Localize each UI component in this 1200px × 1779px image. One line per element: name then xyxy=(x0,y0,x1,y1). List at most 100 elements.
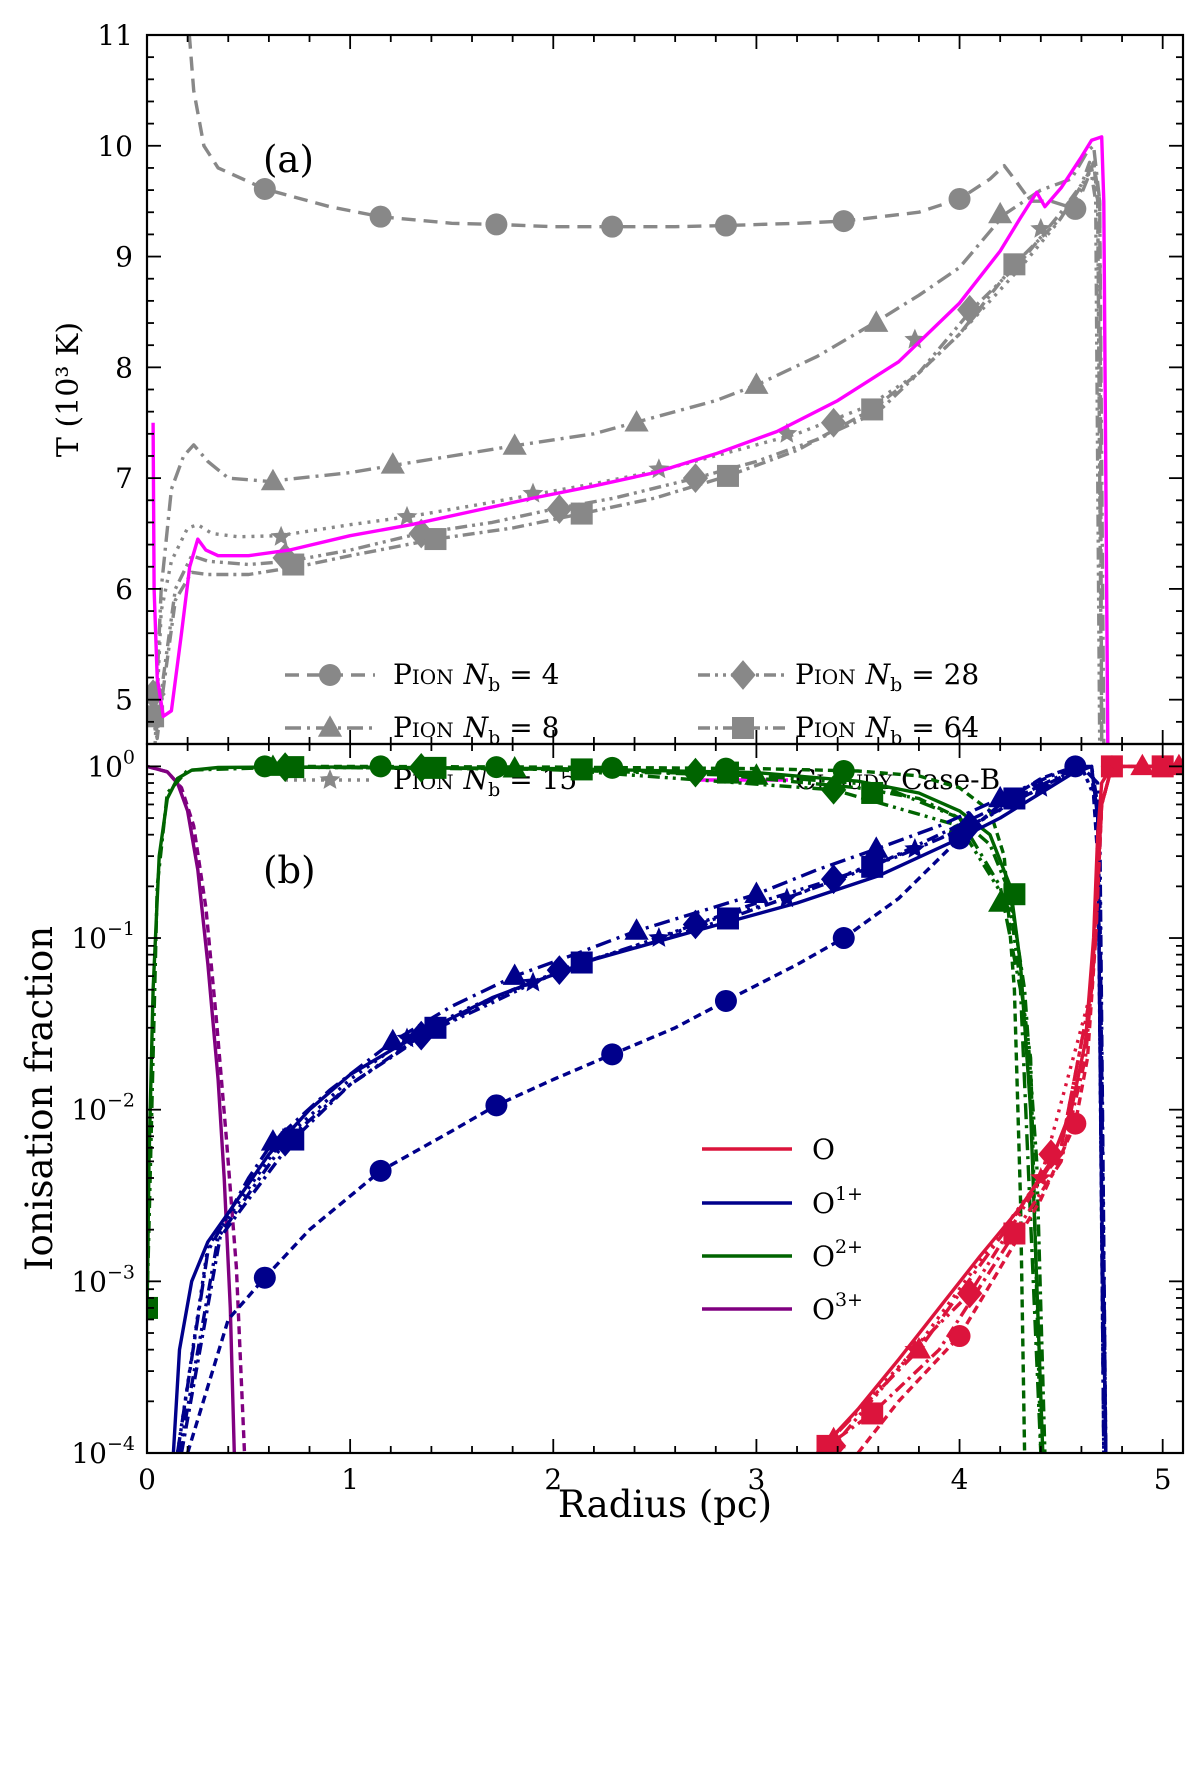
data-point-marker xyxy=(744,372,769,394)
data-point-marker xyxy=(369,1159,392,1182)
legend-label: O1+ xyxy=(812,1183,863,1220)
data-point-marker xyxy=(624,410,649,432)
legend-entry: Pion Nb = 64 xyxy=(698,711,979,749)
data-point-marker xyxy=(948,187,971,210)
plot-frame xyxy=(145,742,1185,1455)
data-point-marker xyxy=(408,753,434,783)
data-point-marker xyxy=(253,1266,276,1289)
y-tick-label: 10−4 xyxy=(71,1433,135,1470)
data-point-marker xyxy=(988,201,1013,224)
data-point-marker xyxy=(776,887,798,908)
data-point-marker xyxy=(864,836,889,858)
panel-b: 10−4 10−3 10−2 10−1 100 0 1 2 3 4 5 Ionisation frac… xyxy=(18,742,1185,1526)
data-point-marker xyxy=(988,890,1013,912)
data-point-marker xyxy=(1130,753,1155,776)
legend-marker xyxy=(732,717,754,739)
data-point-marker xyxy=(546,494,573,524)
data-point-marker xyxy=(570,502,593,525)
series-line xyxy=(179,764,1108,1453)
series-line xyxy=(149,160,1104,744)
series-line xyxy=(147,765,1047,1453)
data-point-marker xyxy=(864,310,889,332)
legend-label: Pion Nb = 28 xyxy=(795,658,979,696)
data-point-marker xyxy=(832,759,855,782)
data-point-marker xyxy=(270,525,292,546)
series-line xyxy=(187,35,1104,744)
data-point-marker xyxy=(957,1278,983,1309)
y-tick-label: 5 xyxy=(115,684,133,717)
series-5 xyxy=(151,135,1110,744)
legend-entry: O3+ xyxy=(702,1289,863,1326)
data-point-marker xyxy=(820,864,847,895)
data-point-marker xyxy=(820,1431,847,1453)
legend-label: Pion Nb = 64 xyxy=(795,711,979,749)
legend-entry: O2+ xyxy=(702,1236,863,1273)
x-tick-label: 2 xyxy=(544,1463,562,1496)
data-point-marker xyxy=(1064,197,1087,220)
legend-label: Pion Nb = 8 xyxy=(393,711,559,749)
x-tick-label: 3 xyxy=(747,1463,765,1496)
legend-marker xyxy=(319,664,341,686)
panel-label: (a) xyxy=(263,138,314,181)
data-point-marker xyxy=(716,464,739,487)
legend-entry: Pion Nb = 28 xyxy=(698,658,979,696)
series-line xyxy=(175,764,1106,1453)
series-line xyxy=(151,135,1110,744)
x-tick-label: 4 xyxy=(951,1463,969,1496)
data-point-marker xyxy=(714,214,737,237)
data-point-marker xyxy=(147,679,166,709)
data-point-marker xyxy=(369,205,392,228)
data-point-marker xyxy=(861,398,884,421)
data-point-marker xyxy=(380,452,405,474)
data-point-marker xyxy=(1166,753,1183,776)
data-point-marker xyxy=(260,468,286,491)
data-point-marker xyxy=(282,1128,305,1151)
data-point-marker xyxy=(1030,1167,1052,1187)
data-point-marker xyxy=(424,528,447,551)
series-line xyxy=(177,764,1106,1453)
legend-entry: Pion Nb = 4 xyxy=(285,658,559,696)
data-point-marker xyxy=(1038,1139,1064,1170)
data-point-marker xyxy=(1003,253,1026,276)
legend-label: O2+ xyxy=(812,1236,863,1273)
data-point-marker xyxy=(272,752,298,782)
series-13 xyxy=(816,764,1183,1453)
series-line xyxy=(147,764,247,1453)
series-1 xyxy=(153,144,1106,744)
data-point-marker xyxy=(1003,883,1026,906)
data-point-marker xyxy=(396,505,418,526)
y-tick-label: 8 xyxy=(115,351,133,384)
data-point-marker xyxy=(1003,787,1026,810)
data-point-marker xyxy=(1064,1112,1087,1135)
data-point-marker xyxy=(832,927,855,950)
legend-marker xyxy=(319,769,341,789)
series-6 xyxy=(272,752,1043,1453)
legend-label: O xyxy=(812,1133,835,1166)
data-point-marker xyxy=(424,1016,447,1039)
x-tick-label: 0 xyxy=(138,1463,156,1496)
data-point-marker xyxy=(408,518,434,549)
data-point-marker xyxy=(861,781,884,804)
series-12 xyxy=(179,764,1108,1453)
data-point-marker xyxy=(716,907,739,930)
legend: O O1+ O2+ O3+ xyxy=(702,1133,863,1326)
data-point-marker xyxy=(776,422,798,443)
data-point-marker xyxy=(820,774,847,805)
y-tick-label: 6 xyxy=(115,573,133,606)
y-tick-label: 9 xyxy=(115,241,133,274)
axis-ticks xyxy=(146,34,1183,744)
series-18 xyxy=(816,765,1114,1453)
data-point-marker xyxy=(744,881,769,904)
data-point-marker xyxy=(1003,1222,1026,1245)
y-tick-label: 10−1 xyxy=(71,918,135,955)
series-3 xyxy=(147,160,1102,744)
data-point-marker xyxy=(502,433,527,455)
legend-label: O3+ xyxy=(812,1289,863,1326)
series-11 xyxy=(177,764,1106,1453)
y-tick-label: 10 xyxy=(97,130,133,163)
legend-entry: Pion Nb = 8 xyxy=(285,711,559,749)
y-tick-label: 11 xyxy=(97,19,133,52)
